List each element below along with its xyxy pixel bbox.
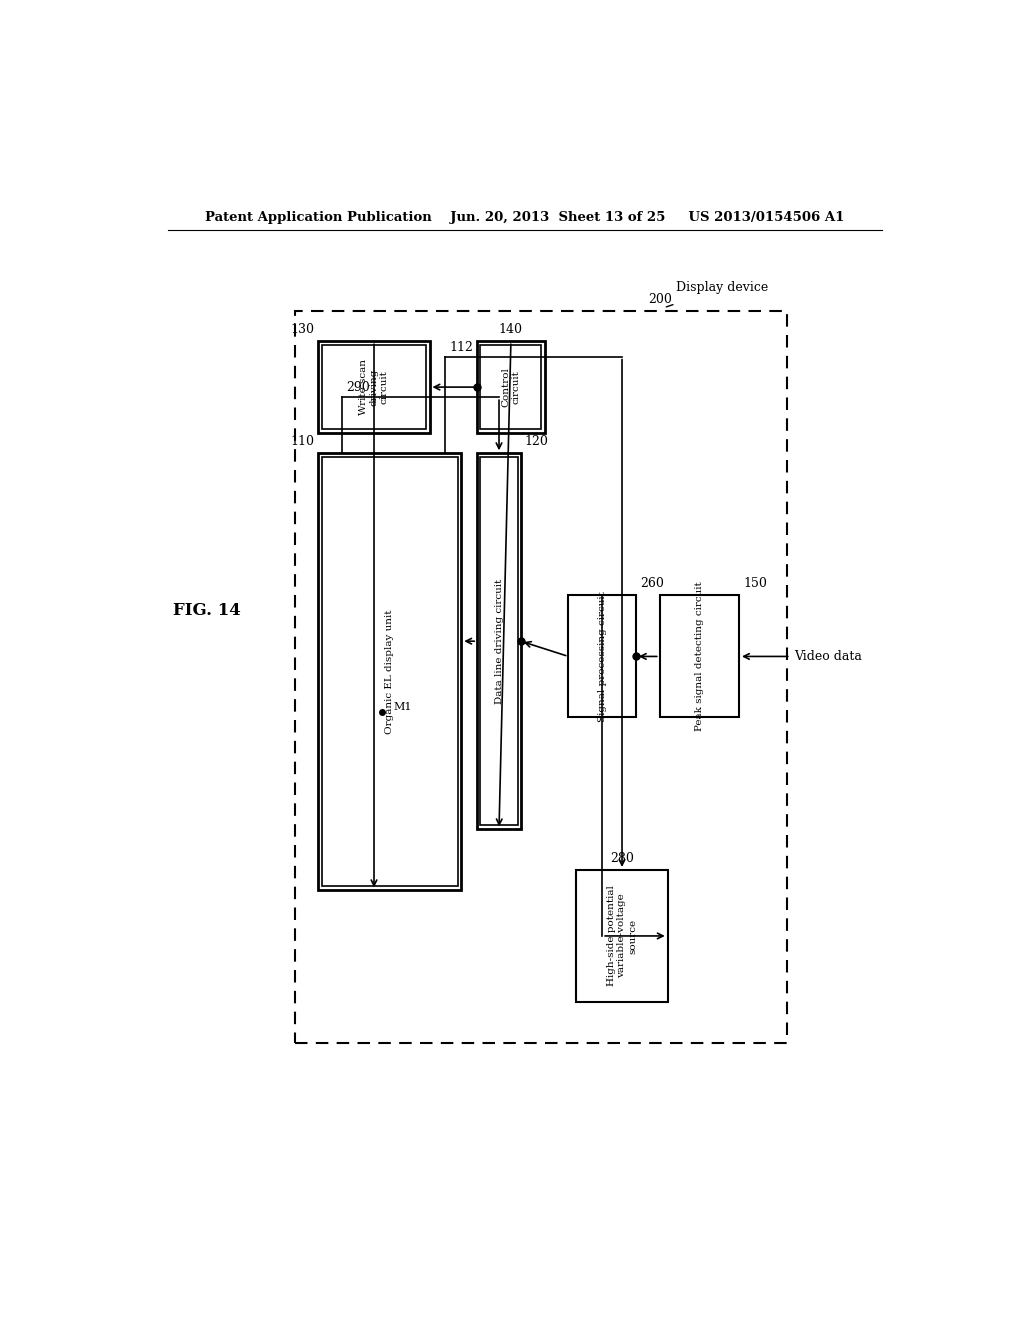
Text: 150: 150 — [743, 577, 767, 590]
Bar — [568, 595, 636, 718]
Text: 110: 110 — [291, 436, 314, 447]
Text: Write scan
driving
circuit: Write scan driving circuit — [359, 359, 389, 414]
Text: Video data: Video data — [795, 649, 862, 663]
Text: 112: 112 — [450, 341, 473, 354]
Text: 290: 290 — [346, 381, 370, 395]
Bar — [659, 595, 739, 718]
Text: 120: 120 — [524, 436, 549, 447]
Text: M1: M1 — [394, 702, 413, 713]
Text: 130: 130 — [291, 323, 314, 337]
Bar — [322, 457, 458, 886]
Text: Control
circuit: Control circuit — [501, 367, 520, 407]
Bar — [318, 342, 430, 433]
Text: High-side potential
variable-voltage
source: High-side potential variable-voltage sou… — [607, 886, 637, 986]
Text: Data line driving circuit: Data line driving circuit — [495, 578, 504, 704]
Text: 200: 200 — [648, 293, 672, 306]
Bar — [480, 346, 542, 429]
Text: 260: 260 — [640, 577, 664, 590]
Text: FIG. 14: FIG. 14 — [173, 602, 242, 619]
Bar — [480, 457, 518, 825]
Text: Organic EL display unit: Organic EL display unit — [385, 610, 394, 734]
Text: 280: 280 — [610, 851, 634, 865]
Bar — [577, 870, 668, 1002]
Bar — [322, 346, 426, 429]
Bar — [295, 312, 786, 1043]
Text: Signal processing circuit: Signal processing circuit — [598, 591, 606, 722]
Text: 140: 140 — [499, 323, 523, 337]
Text: Patent Application Publication    Jun. 20, 2013  Sheet 13 of 25     US 2013/0154: Patent Application Publication Jun. 20, … — [205, 211, 845, 224]
Bar — [318, 453, 461, 890]
Bar — [477, 342, 545, 433]
Text: Peak signal detecting circuit: Peak signal detecting circuit — [695, 582, 703, 731]
Bar — [477, 453, 521, 829]
Text: Display device: Display device — [676, 281, 768, 293]
